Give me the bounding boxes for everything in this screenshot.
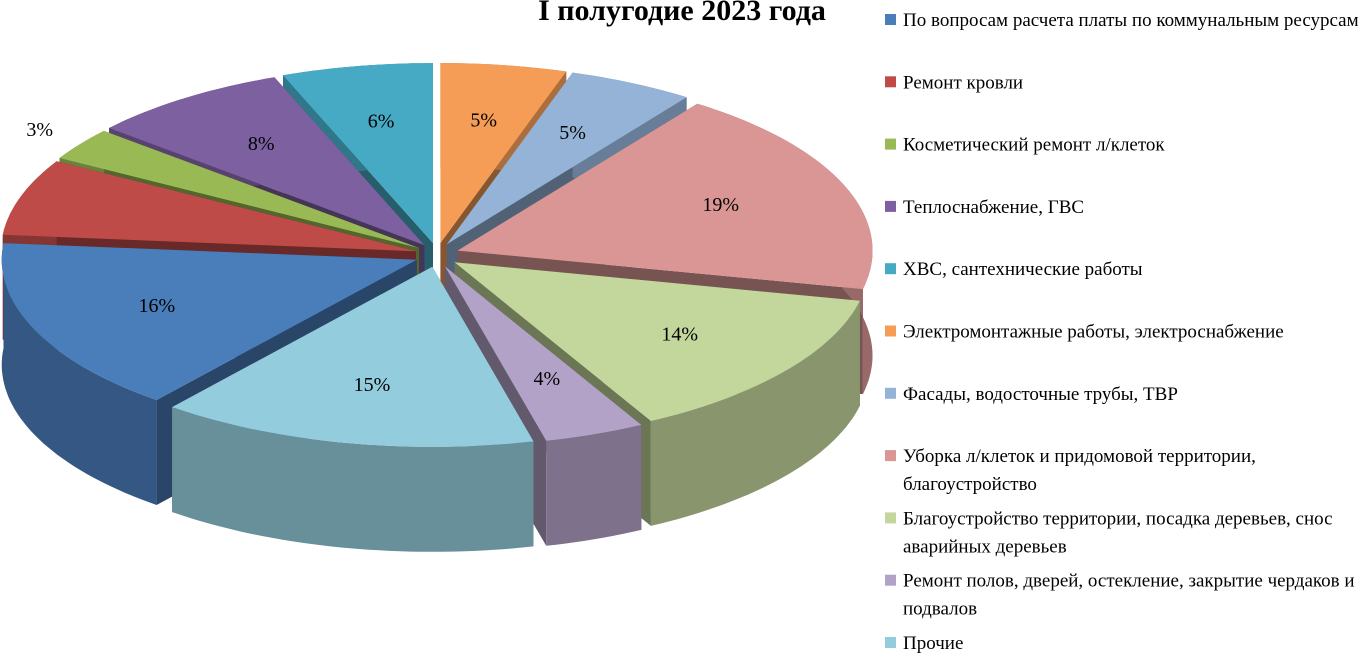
chart-title: I полугодие 2023 года xyxy=(538,0,826,27)
legend-line: Уборка л/клеток и придомовой территории, xyxy=(903,446,1256,467)
legend-swatch xyxy=(885,387,896,399)
legend-label: Косметический ремонт л/клеток xyxy=(903,135,1165,156)
data-label: 19% xyxy=(702,194,739,216)
legend-swatch xyxy=(885,200,896,212)
legend-line: Теплоснабжение, ГВС xyxy=(903,197,1084,218)
legend-swatch xyxy=(885,263,896,275)
slice-side xyxy=(650,300,860,526)
legend-line: подвалов xyxy=(903,599,977,620)
legend-line: Ремонт кровли xyxy=(903,72,1023,93)
slice-top xyxy=(59,130,419,248)
legend-label: Ремонт кровли xyxy=(903,72,1023,93)
data-label: 8% xyxy=(248,133,275,155)
slice-top xyxy=(2,161,417,252)
legend-line: Электромонтажные работы, электроснабжени… xyxy=(903,322,1284,343)
data-label: 6% xyxy=(368,110,395,132)
slice-top xyxy=(283,63,433,244)
legend-line: Фасады, водосточные трубы, ТВР xyxy=(903,384,1178,405)
slice-top xyxy=(1,243,417,400)
legend-label: Фасады, водосточные трубы, ТВР xyxy=(903,384,1178,405)
legend-line: Благоустройство территории, посадка дере… xyxy=(903,508,1333,529)
legend-swatch xyxy=(885,574,896,586)
legend-label: Благоустройство территории, посадка дере… xyxy=(903,508,1333,557)
data-label: 5% xyxy=(559,122,586,144)
legend-line: ХВС, сантехнические работы xyxy=(903,259,1143,280)
slice-top xyxy=(172,266,534,447)
legend-swatch xyxy=(885,450,896,462)
slice xyxy=(172,266,534,552)
slice-top xyxy=(454,262,860,421)
legend-line: По вопросам расчета платы по коммунальны… xyxy=(903,10,1358,31)
legend-label: ХВС, сантехнические работы xyxy=(903,259,1143,280)
legend-label: Ремонт полов, дверей, остекление, закрыт… xyxy=(903,571,1355,620)
legend-swatch xyxy=(885,14,896,25)
data-label: 16% xyxy=(139,295,176,317)
legend-swatch xyxy=(885,76,896,88)
data-label: 4% xyxy=(534,368,561,390)
legend-line: Прочие xyxy=(903,633,963,654)
data-label: 3% xyxy=(26,119,53,141)
legend-swatch xyxy=(885,512,896,524)
legend-line: благоустройство xyxy=(903,474,1037,495)
legend-swatch xyxy=(885,325,896,337)
slice-side xyxy=(546,424,642,546)
legend-swatch xyxy=(885,637,896,648)
legend-label: По вопросам расчета платы по коммунальны… xyxy=(903,10,1358,31)
data-label: 14% xyxy=(661,324,698,346)
data-label: 5% xyxy=(470,110,497,132)
slice-top xyxy=(457,103,873,290)
slice-side xyxy=(1,243,157,505)
legend-swatch xyxy=(885,138,896,150)
slice-top xyxy=(109,77,425,246)
slice-top xyxy=(440,63,567,243)
data-label: 15% xyxy=(354,374,391,396)
legend-label: Теплоснабжение, ГВС xyxy=(903,197,1084,218)
slice-top xyxy=(444,266,642,441)
legend-line: аварийных деревьев xyxy=(903,536,1067,557)
legend-label: Уборка л/клеток и придомовой территории,… xyxy=(903,446,1256,495)
legend-label: Прочие xyxy=(903,633,963,654)
slice-top xyxy=(446,72,687,245)
slice-side xyxy=(172,407,534,552)
legend-label: Электромонтажные работы, электроснабжени… xyxy=(903,322,1284,343)
legend-line: Косметический ремонт л/клеток xyxy=(903,135,1165,156)
legend-line: Ремонт полов, дверей, остекление, закрыт… xyxy=(903,571,1355,592)
